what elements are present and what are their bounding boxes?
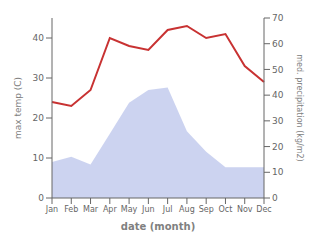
svg-text:May: May bbox=[121, 205, 138, 214]
svg-text:Nov: Nov bbox=[237, 205, 253, 214]
svg-text:Aug: Aug bbox=[179, 205, 195, 214]
svg-text:Sep: Sep bbox=[199, 205, 214, 214]
svg-text:Jan: Jan bbox=[45, 205, 58, 214]
svg-text:20: 20 bbox=[33, 113, 45, 123]
svg-text:60: 60 bbox=[272, 39, 284, 49]
svg-text:Dec: Dec bbox=[256, 205, 271, 214]
svg-text:Oct: Oct bbox=[219, 205, 233, 214]
svg-text:0: 0 bbox=[272, 193, 278, 203]
svg-text:Jul: Jul bbox=[162, 205, 173, 214]
svg-text:70: 70 bbox=[272, 13, 284, 23]
svg-text:30: 30 bbox=[272, 116, 284, 126]
svg-text:40: 40 bbox=[272, 90, 284, 100]
svg-text:med. precipitation (kg/m2): med. precipitation (kg/m2) bbox=[295, 54, 304, 161]
svg-text:Mar: Mar bbox=[83, 205, 99, 214]
svg-text:20: 20 bbox=[272, 142, 284, 152]
svg-text:10: 10 bbox=[33, 153, 45, 163]
svg-text:10: 10 bbox=[272, 167, 284, 177]
svg-text:50: 50 bbox=[272, 65, 284, 75]
svg-text:Jun: Jun bbox=[141, 205, 155, 214]
svg-text:date (month): date (month) bbox=[121, 221, 195, 232]
svg-text:0: 0 bbox=[38, 193, 44, 203]
svg-text:30: 30 bbox=[33, 73, 45, 83]
svg-text:40: 40 bbox=[33, 33, 45, 43]
svg-text:Feb: Feb bbox=[64, 205, 78, 214]
svg-text:max temp (C): max temp (C) bbox=[13, 77, 23, 139]
svg-text:Apr: Apr bbox=[103, 205, 118, 214]
